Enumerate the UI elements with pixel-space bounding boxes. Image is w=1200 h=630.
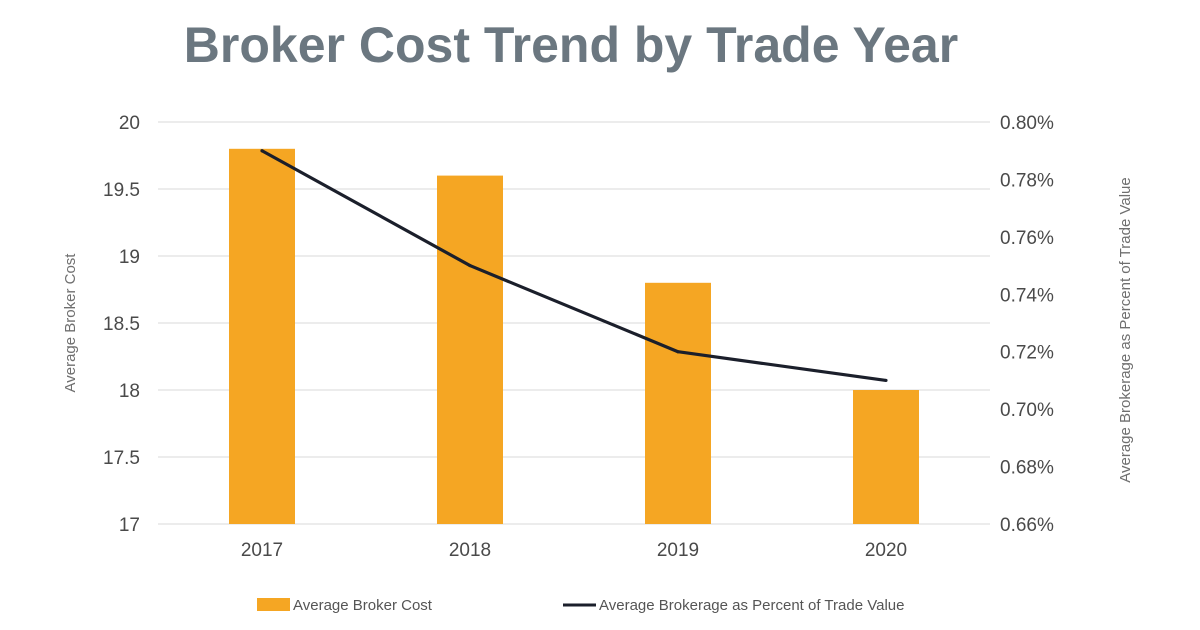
right-tick-label: 0.78% bbox=[1000, 170, 1054, 191]
bar bbox=[437, 175, 503, 524]
left-axis-title: Average Broker Cost bbox=[62, 253, 79, 393]
bar-series bbox=[229, 148, 919, 525]
bar bbox=[229, 148, 295, 525]
left-tick-label: 18.5 bbox=[103, 314, 140, 335]
bar bbox=[853, 390, 919, 524]
line-point bbox=[676, 350, 680, 354]
left-tick-label: 19.5 bbox=[103, 180, 140, 201]
left-tick-label: 19 bbox=[119, 247, 140, 268]
x-tick-label: 2018 bbox=[449, 540, 491, 561]
right-axis-title: Average Brokerage as Percent of Trade Va… bbox=[1117, 177, 1134, 482]
right-tick-label: 0.76% bbox=[1000, 228, 1054, 249]
x-tick-label: 2017 bbox=[241, 540, 283, 561]
grid-lines bbox=[158, 121, 990, 525]
left-tick-label: 20 bbox=[119, 113, 140, 134]
legend-label-bar: Average Broker Cost bbox=[293, 597, 433, 614]
left-axis-ticks: 17 17.5 18 18.5 19 19.5 20 bbox=[103, 113, 140, 536]
legend-label-line: Average Brokerage as Percent of Trade Va… bbox=[599, 597, 904, 614]
right-tick-label: 0.68% bbox=[1000, 458, 1054, 479]
right-tick-label: 0.80% bbox=[1000, 113, 1054, 134]
right-tick-label: 0.74% bbox=[1000, 285, 1054, 306]
line-point bbox=[884, 378, 888, 383]
bar bbox=[645, 282, 711, 524]
x-tick-label: 2019 bbox=[657, 540, 699, 561]
line-path bbox=[261, 149, 887, 383]
legend: Average Broker Cost Average Brokerage as… bbox=[257, 597, 904, 614]
legend-swatch-bar bbox=[257, 598, 290, 611]
right-tick-label: 0.70% bbox=[1000, 400, 1054, 421]
left-tick-label: 17.5 bbox=[103, 448, 140, 469]
line-series bbox=[260, 149, 888, 383]
line-point bbox=[468, 263, 472, 268]
chart-title: Broker Cost Trend by Trade Year bbox=[184, 17, 958, 73]
right-tick-label: 0.72% bbox=[1000, 343, 1054, 364]
x-tick-label: 2020 bbox=[865, 540, 907, 561]
line-point bbox=[260, 149, 264, 153]
right-axis-ticks: 0.66% 0.68% 0.70% 0.72% 0.74% 0.76% 0.78% 0.80% bbox=[1000, 113, 1054, 536]
left-tick-label: 18 bbox=[119, 381, 140, 402]
left-tick-label: 17 bbox=[119, 515, 140, 536]
right-tick-label: 0.66% bbox=[1000, 515, 1054, 536]
x-axis-ticks: 2017 2018 2019 2020 bbox=[241, 540, 907, 561]
